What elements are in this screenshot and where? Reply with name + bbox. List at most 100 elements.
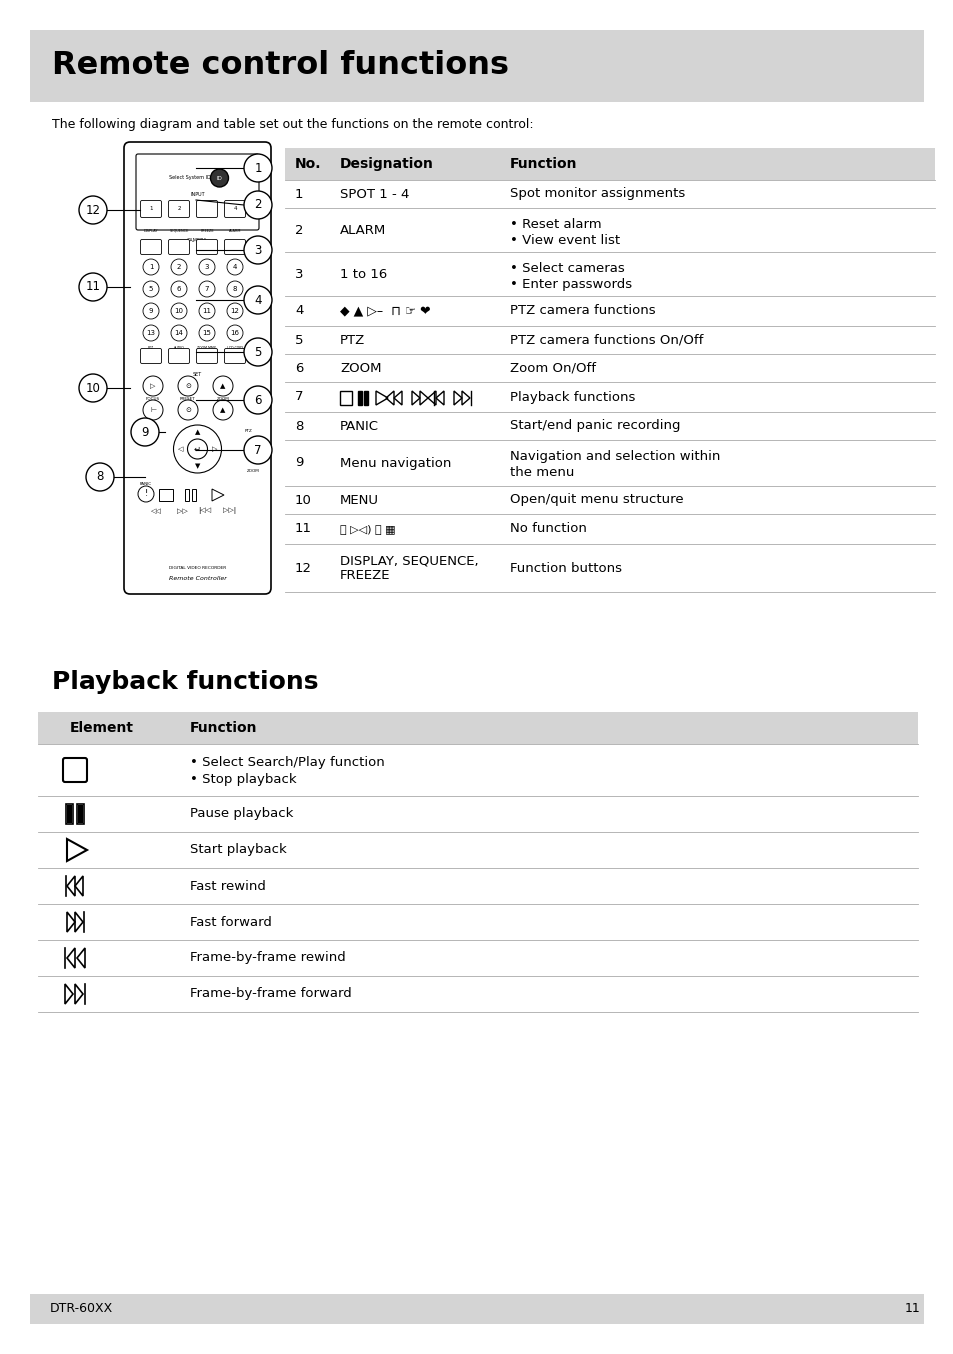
Bar	[66, 804, 73, 825]
Circle shape	[143, 303, 159, 320]
Text: • Select Search/Play function: • Select Search/Play function	[190, 756, 384, 769]
Text: 6: 6	[254, 394, 261, 406]
Text: ⊙: ⊙	[185, 408, 191, 413]
Bar	[159, 489, 172, 501]
Text: SET: SET	[193, 372, 202, 378]
Text: ZOOM: ZOOM	[247, 468, 259, 473]
Text: PTZ: PTZ	[339, 333, 365, 347]
Circle shape	[79, 274, 107, 301]
FancyBboxPatch shape	[224, 200, 245, 218]
Circle shape	[143, 282, 159, 297]
Circle shape	[79, 196, 107, 223]
Bar	[30, 30, 923, 102]
Text: PTZ: PTZ	[148, 347, 153, 349]
Circle shape	[199, 325, 214, 341]
Text: 12: 12	[231, 307, 239, 314]
Text: 3: 3	[254, 244, 261, 256]
FancyBboxPatch shape	[124, 142, 271, 594]
Text: 2: 2	[254, 199, 261, 211]
Text: 14: 14	[174, 330, 183, 336]
Text: the menu: the menu	[510, 466, 574, 479]
Circle shape	[244, 154, 272, 181]
Text: 1: 1	[254, 161, 261, 175]
Text: • Stop playback: • Stop playback	[190, 773, 296, 787]
Text: 8: 8	[96, 470, 104, 483]
Text: 10: 10	[294, 493, 312, 506]
Text: ZOOM MMX: ZOOM MMX	[197, 347, 216, 349]
FancyBboxPatch shape	[136, 154, 258, 230]
Text: ▷▷: ▷▷	[176, 508, 187, 515]
Circle shape	[171, 259, 187, 275]
Text: 12: 12	[294, 562, 312, 574]
Text: No function: No function	[510, 523, 586, 535]
Text: PANIC: PANIC	[140, 482, 152, 486]
Text: Playback functions: Playback functions	[52, 670, 318, 695]
Text: Designation: Designation	[339, 157, 434, 171]
Text: FREEZE: FREEZE	[339, 569, 390, 582]
Text: Fast forward: Fast forward	[190, 915, 272, 929]
Text: 10: 10	[174, 307, 183, 314]
Text: ▼: ▼	[194, 463, 200, 468]
Bar	[78, 806, 83, 823]
Text: • Reset alarm: • Reset alarm	[510, 218, 601, 232]
Text: Navigation and selection within: Navigation and selection within	[510, 450, 720, 463]
Text: 11: 11	[86, 280, 100, 294]
Bar	[285, 148, 934, 180]
Text: 5: 5	[294, 333, 303, 347]
Text: PANIC: PANIC	[339, 420, 378, 432]
Circle shape	[171, 282, 187, 297]
Circle shape	[173, 425, 221, 473]
Circle shape	[143, 325, 159, 341]
Text: CAMERA: CAMERA	[187, 238, 208, 244]
Text: 4: 4	[294, 305, 303, 317]
Circle shape	[227, 325, 243, 341]
FancyBboxPatch shape	[196, 240, 217, 255]
Circle shape	[86, 463, 113, 492]
Bar	[67, 806, 71, 823]
Circle shape	[199, 259, 214, 275]
Text: 1: 1	[149, 207, 152, 211]
FancyBboxPatch shape	[196, 200, 217, 218]
Text: 7: 7	[205, 286, 209, 292]
Text: Fast rewind: Fast rewind	[190, 880, 266, 892]
Text: PTZ camera functions On/Off: PTZ camera functions On/Off	[510, 333, 702, 347]
Text: ▲: ▲	[220, 383, 226, 389]
Text: PRESET: PRESET	[180, 397, 195, 401]
FancyBboxPatch shape	[169, 348, 190, 363]
Text: 12: 12	[86, 203, 100, 217]
Circle shape	[244, 236, 272, 264]
Text: 11: 11	[202, 307, 212, 314]
Text: 9: 9	[141, 425, 149, 439]
Text: 15: 15	[202, 330, 212, 336]
Circle shape	[171, 325, 187, 341]
Text: Spot monitor assignments: Spot monitor assignments	[510, 187, 684, 200]
Text: 4: 4	[233, 264, 237, 269]
Circle shape	[143, 399, 163, 420]
Text: ▷: ▷	[151, 383, 155, 389]
Polygon shape	[212, 489, 224, 501]
Text: Frame-by-frame rewind: Frame-by-frame rewind	[190, 952, 345, 964]
Circle shape	[227, 259, 243, 275]
Text: ZOOM: ZOOM	[216, 397, 229, 401]
Text: Pause playback: Pause playback	[190, 807, 294, 821]
FancyBboxPatch shape	[140, 240, 161, 255]
Text: ▲: ▲	[194, 429, 200, 435]
Text: Start playback: Start playback	[190, 844, 287, 857]
Text: INPUT: INPUT	[190, 191, 205, 196]
FancyBboxPatch shape	[140, 200, 161, 218]
Text: 6: 6	[294, 362, 303, 375]
Text: 2: 2	[294, 223, 303, 237]
Text: ⊢: ⊢	[150, 408, 156, 413]
Text: 16: 16	[231, 330, 239, 336]
Text: ▷▷|: ▷▷|	[223, 508, 236, 515]
Text: ALARM: ALARM	[339, 223, 386, 237]
Bar	[30, 1294, 923, 1324]
Text: • Select cameras: • Select cameras	[510, 263, 624, 275]
FancyBboxPatch shape	[169, 200, 190, 218]
Text: MENU: MENU	[339, 493, 378, 506]
Text: 10: 10	[86, 382, 100, 394]
Text: 2: 2	[176, 264, 181, 269]
Text: SEQUENCE: SEQUENCE	[169, 229, 189, 233]
Text: Menu navigation: Menu navigation	[339, 456, 451, 470]
Text: ◁: ◁	[177, 445, 183, 452]
